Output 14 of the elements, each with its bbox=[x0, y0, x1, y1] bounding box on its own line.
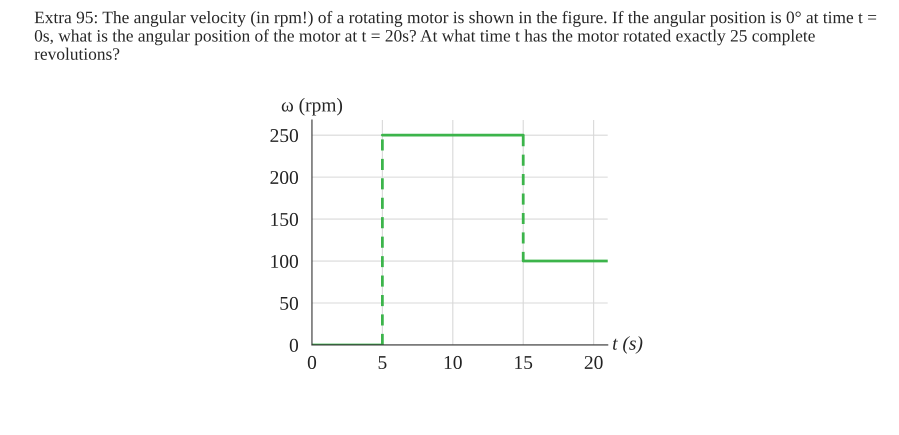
x-tick-label: 0 bbox=[308, 356, 316, 370]
y-axis-title: ω (rpm) bbox=[282, 98, 342, 116]
y-tick-label: 100 bbox=[271, 254, 298, 268]
y-tick-label: 200 bbox=[270, 170, 298, 184]
x-tick-label: 15 bbox=[515, 356, 532, 370]
x-axis-title: t (s) bbox=[613, 336, 642, 354]
y-tick-label: 0 bbox=[290, 338, 298, 352]
chart-title: Extra 95: The angular velocity (in rpm!) of a rotating motor is shown in the figure. If the angular position is 0° at time t = 0s, what is the angular position of the motor at t = 20s? At what time t has the motor rotated exactly 25 complete revolutions? bbox=[34, 10, 876, 60]
y-tick-label: 150 bbox=[271, 212, 298, 226]
x-tick-label: 10 bbox=[444, 356, 462, 370]
y-tick-label: 50 bbox=[280, 296, 298, 310]
x-tick-label: 20 bbox=[584, 356, 603, 370]
y-tick-label: 250 bbox=[270, 128, 298, 142]
x-tick-label: 5 bbox=[378, 356, 386, 370]
